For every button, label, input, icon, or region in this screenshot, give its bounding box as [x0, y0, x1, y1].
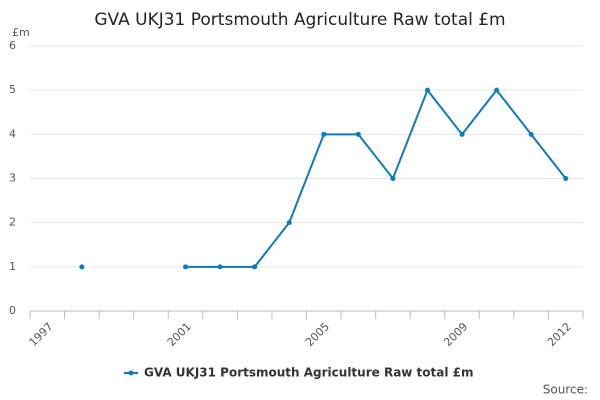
data-point	[494, 87, 500, 93]
y-tick-label: 2	[9, 216, 16, 229]
data-point	[424, 87, 430, 93]
y-axis-label: £m	[12, 26, 30, 39]
data-point	[355, 131, 361, 137]
legend-label: GVA UKJ31 Portsmouth Agriculture Raw tot…	[144, 366, 474, 380]
data-point	[390, 176, 396, 181]
x-tick-label: 1997	[27, 320, 56, 349]
x-tick-label: 2012	[545, 320, 574, 349]
series-line	[185, 88, 567, 268]
data-point	[252, 264, 258, 270]
data-point	[321, 131, 327, 137]
data-point	[286, 220, 292, 226]
y-tick-label: 5	[9, 83, 16, 96]
data-point	[217, 264, 223, 270]
legend-swatch-dot	[128, 370, 134, 376]
data-point	[528, 131, 534, 137]
x-tick-label: 2005	[303, 320, 332, 349]
y-tick-label: 6	[9, 39, 16, 52]
y-tick-label: 0	[9, 304, 16, 317]
y-tick-label: 3	[9, 172, 16, 185]
y-tick-label: 4	[9, 127, 16, 140]
source: Source:	[543, 383, 588, 397]
data-point	[459, 131, 465, 137]
y-tick-label: 1	[9, 260, 16, 273]
x-tick-label: 2001	[165, 320, 194, 349]
x-tick-label: 2009	[441, 320, 470, 349]
data-point	[563, 176, 569, 181]
data-point	[79, 264, 85, 270]
chart-title: GVA UKJ31 Portsmouth Agriculture Raw tot…	[94, 10, 505, 30]
data-point	[183, 264, 189, 270]
